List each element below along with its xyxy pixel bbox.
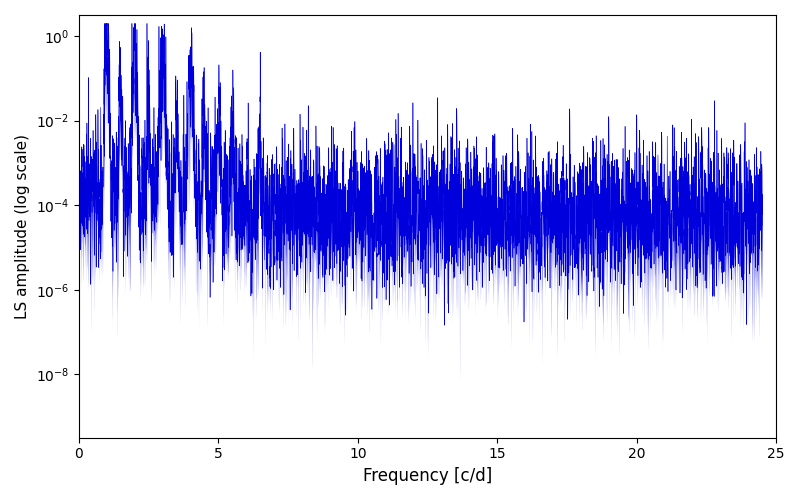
Y-axis label: LS amplitude (log scale): LS amplitude (log scale) (15, 134, 30, 319)
X-axis label: Frequency [c/d]: Frequency [c/d] (363, 467, 492, 485)
